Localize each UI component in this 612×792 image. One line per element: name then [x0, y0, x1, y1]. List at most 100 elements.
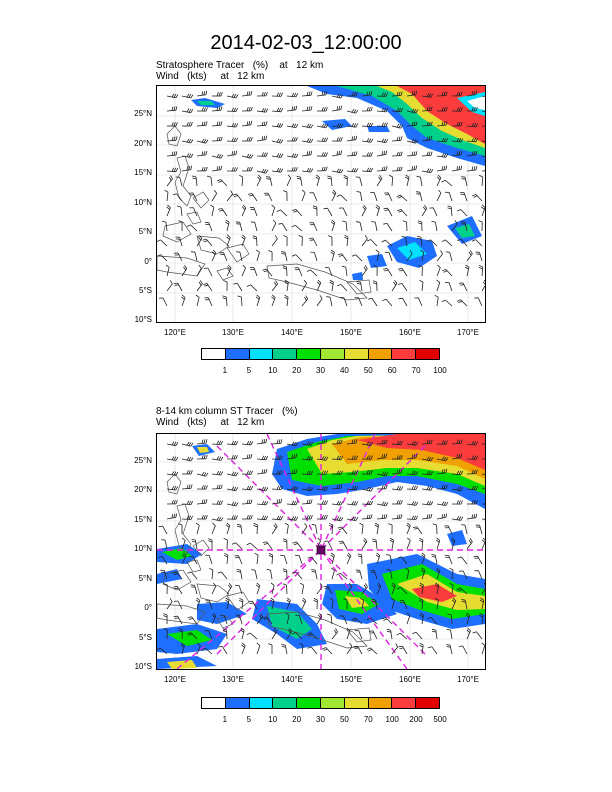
wind-barb — [360, 282, 363, 292]
wind-barb — [226, 554, 229, 565]
wind-barb-feather — [366, 617, 371, 621]
panel-1-subtitle-2: Wind (kts) at 12 km — [156, 71, 265, 82]
wind-barb-feather — [225, 597, 230, 601]
wind-barb — [226, 488, 236, 492]
wind-barb-feather — [445, 440, 448, 445]
wind-barb-feather — [381, 514, 384, 519]
wind-barb-feather — [263, 270, 268, 273]
wind-barb-feather — [385, 150, 387, 155]
wind-barb-feather — [227, 266, 231, 271]
wind-barb-feather — [371, 598, 376, 601]
wind-barb-feather — [216, 484, 219, 489]
wind-barb-feather — [398, 283, 403, 285]
wind-barb-feather — [201, 138, 205, 143]
wind-barb-feather — [456, 151, 459, 156]
wind-barb-feather — [364, 537, 368, 542]
wind-barb-feather — [483, 582, 485, 585]
wind-barb-feather — [341, 265, 346, 268]
wind-barb-feather — [426, 121, 429, 126]
wind-barb-feather — [353, 123, 357, 128]
wind-barb-feather — [471, 137, 475, 142]
wind-barb — [376, 178, 383, 187]
wind-barb-feather — [355, 168, 359, 173]
wind-barb — [254, 222, 258, 232]
wind-barb-feather — [478, 174, 483, 178]
wind-barb-feather — [415, 501, 419, 506]
wind-barb — [166, 178, 173, 187]
wind-barb-feather — [280, 92, 283, 97]
wind-barb — [181, 518, 192, 520]
wind-barb — [391, 517, 402, 520]
wind-barb-feather — [280, 108, 284, 112]
wind-barb-feather — [396, 166, 399, 171]
wind-barb — [479, 525, 483, 535]
wind-barb-feather — [223, 554, 228, 558]
wind-barb-feather — [398, 196, 402, 199]
wind-barb-feather — [479, 599, 484, 603]
colorbar-swatch — [249, 698, 274, 708]
wind-barb — [406, 525, 411, 535]
wind-barb-feather — [295, 486, 299, 491]
wind-barb-feather — [304, 296, 307, 301]
wind-barb-feather — [280, 153, 284, 158]
wind-barb-feather — [445, 457, 449, 462]
wind-barb — [390, 630, 393, 640]
wind-barb-feather — [201, 151, 204, 156]
wind-barb-feather — [248, 137, 251, 142]
wind-barb-feather — [188, 122, 191, 127]
wind-barb-feather — [479, 612, 484, 616]
lat-label: 5°S — [139, 286, 152, 295]
wind-barb-feather — [173, 585, 178, 588]
wind-barb — [327, 208, 333, 217]
wind-barb-feather — [375, 206, 380, 210]
wind-barb-feather — [364, 265, 368, 269]
wind-barb — [331, 524, 334, 535]
wind-barb-feather — [178, 630, 183, 633]
wind-barb-feather — [168, 176, 172, 181]
wind-barb-feather — [248, 121, 251, 126]
wind-barb-feather — [441, 153, 445, 157]
wind-barb-feather — [246, 284, 251, 287]
wind-barb-feather — [210, 204, 215, 208]
wind-barb-feather — [351, 167, 355, 172]
wind-barb-feather — [383, 484, 386, 489]
wind-barb — [464, 600, 468, 610]
wind-barb-feather — [475, 455, 478, 460]
wind-barb — [226, 154, 236, 157]
wind-barb-feather — [451, 537, 456, 541]
wind-barb-feather — [413, 515, 416, 520]
wind-barb — [311, 556, 318, 565]
wind-barb-feather — [338, 470, 341, 475]
colorbar-label: 10 — [268, 715, 278, 724]
wind-barb-feather — [397, 556, 402, 559]
wind-barb — [406, 570, 410, 580]
wind-barb-feather — [259, 614, 262, 619]
wind-barb-feather — [293, 516, 297, 521]
wind-barb — [298, 555, 303, 565]
wind-barb-feather — [201, 499, 204, 504]
wind-barb-feather — [368, 487, 372, 492]
wind-barb-feather — [280, 168, 284, 173]
wind-barb — [181, 503, 192, 505]
wind-barb-feather — [330, 221, 335, 225]
wind-barb-feather — [292, 571, 297, 574]
wind-barb-feather — [475, 469, 478, 474]
wind-barb-feather — [216, 470, 220, 475]
wind-barb — [250, 632, 258, 640]
wind-barb-feather — [353, 439, 356, 444]
colorbar-label: 60 — [387, 366, 397, 375]
wind-barb-feather — [201, 107, 204, 112]
wind-barb — [421, 555, 426, 565]
wind-barb-feather — [203, 240, 208, 243]
wind-barb — [301, 600, 307, 610]
wind-barb-feather — [370, 455, 373, 460]
wind-barb-feather — [415, 453, 418, 458]
wind-barb-feather — [383, 122, 386, 127]
wind-barb-feather — [317, 279, 322, 284]
wind-barb-feather — [231, 486, 235, 491]
wind-barb-feather — [460, 221, 465, 223]
wind-barb-feather — [321, 166, 324, 171]
wind-barb-feather — [370, 514, 373, 519]
wind-barb-feather — [231, 151, 234, 156]
wind-barb-feather — [233, 486, 237, 491]
